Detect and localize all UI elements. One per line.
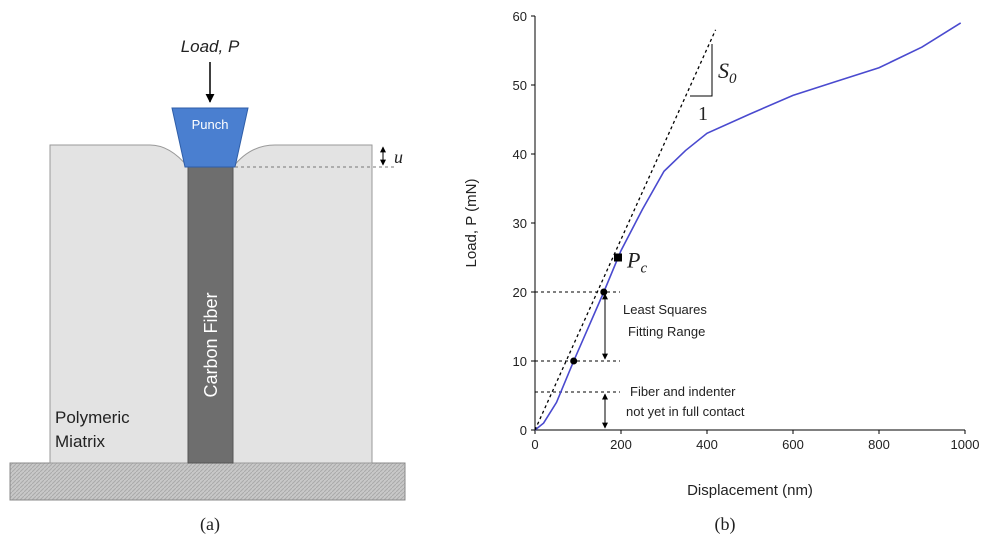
x-tick-label: 200 xyxy=(610,437,632,452)
caption: (b) xyxy=(715,514,736,535)
y-axis-title: Load, P (mN) xyxy=(463,179,480,268)
tangent-line xyxy=(534,29,717,431)
y-tick-label: 40 xyxy=(513,147,527,162)
y-tick-label: 50 xyxy=(513,78,527,93)
diagram: Load, P Punch u Carbon Fiber Polymeric M… xyxy=(9,37,406,501)
y-tick-label: 30 xyxy=(513,216,527,231)
x-tick-label: 800 xyxy=(868,437,890,452)
base-plate xyxy=(9,462,406,501)
annotation: Fiber and indenter xyxy=(630,384,736,399)
s0-label: S0 xyxy=(718,58,737,87)
pc-point xyxy=(613,253,622,262)
load-curve xyxy=(534,22,962,431)
y-tick-label: 60 xyxy=(513,9,527,24)
y-tick-label: 20 xyxy=(513,285,527,300)
y-tick-label: 0 xyxy=(520,423,527,438)
annotation: Least Squares xyxy=(623,302,707,317)
punch-label: Punch xyxy=(192,117,229,132)
slope-triangle xyxy=(690,44,713,97)
load-label: Load, P xyxy=(181,37,240,56)
x-tick-label: 600 xyxy=(782,437,804,452)
annotation: Fitting Range xyxy=(628,324,705,339)
pc-label-main: P xyxy=(626,248,640,273)
slope-run: 1 xyxy=(698,103,708,125)
pc-label: Pc xyxy=(626,248,647,277)
matrix-label: Miatrix xyxy=(55,432,106,451)
x-axis-title: Displacement (nm) xyxy=(687,482,813,499)
carbon-fiber xyxy=(187,166,234,464)
matrix-label: Polymeric xyxy=(55,408,130,427)
caption: (a) xyxy=(200,514,220,535)
u-label: u xyxy=(394,147,403,167)
pc-label-sub: c xyxy=(640,261,647,277)
x-tick-label: 400 xyxy=(696,437,718,452)
annotation: not yet in full contact xyxy=(626,404,745,419)
fit-point xyxy=(600,288,608,296)
fit-point xyxy=(570,357,578,365)
s0-label-main: S xyxy=(718,58,729,83)
x-tick-label: 0 xyxy=(531,437,538,452)
y-tick-label: 10 xyxy=(513,354,527,369)
fiber-label: Carbon Fiber xyxy=(201,292,221,397)
x-tick-label: 1000 xyxy=(951,437,980,452)
matrix-right xyxy=(232,144,373,464)
s0-label-sub: 0 xyxy=(729,71,737,87)
